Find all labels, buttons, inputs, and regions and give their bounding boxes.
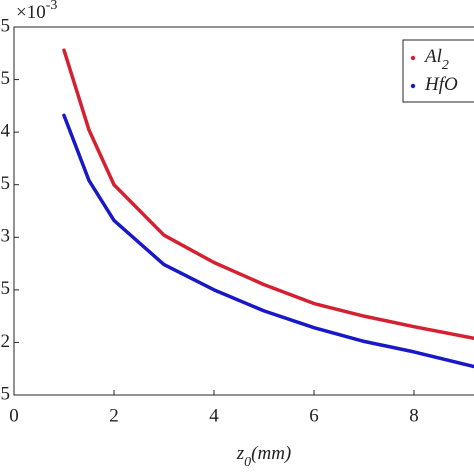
y-tick-label: 2.5	[0, 278, 10, 299]
legend-marker	[410, 83, 416, 89]
multiplier-base: ×10	[16, 2, 46, 23]
x-tick-label: 4	[209, 405, 219, 426]
series-line	[62, 48, 474, 340]
y-tick-label: 2	[1, 331, 11, 352]
legend-box	[402, 39, 474, 103]
y-tick-label: 3	[1, 226, 11, 247]
legend-label: Al2	[423, 46, 449, 72]
plot-frame	[13, 26, 474, 396]
x-tick-label: 0	[9, 405, 19, 426]
series-line	[62, 113, 474, 369]
x-tick-label: 2	[109, 405, 119, 426]
y-tick-label: 4	[1, 121, 11, 142]
legend-label: HfO	[424, 74, 458, 95]
x-tick-label: 6	[309, 405, 319, 426]
y-tick-label: 1.5	[0, 383, 10, 404]
y-tick-label: 5	[1, 15, 11, 36]
multiplier-exponent: -3	[46, 0, 58, 13]
x-tick-label: 8	[409, 405, 419, 426]
y-multiplier: ×10-3	[16, 0, 57, 23]
y-tick-label: 4.5	[0, 68, 10, 89]
x-axis-label: z0(mm)	[236, 443, 292, 469]
y-tick-label: 3.5	[0, 173, 10, 194]
legend-marker	[410, 55, 416, 61]
